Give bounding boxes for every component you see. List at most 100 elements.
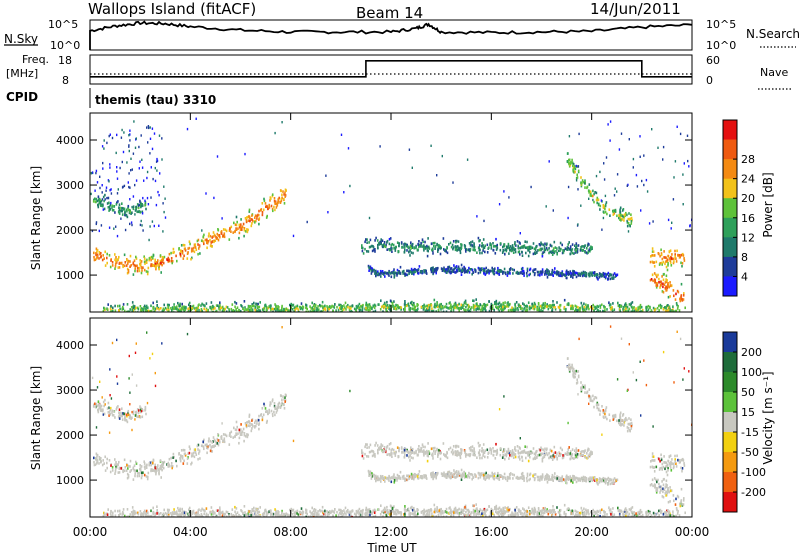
power-cell xyxy=(305,310,307,312)
velocity-cell xyxy=(140,519,142,522)
power-cell xyxy=(508,303,510,307)
power-cell xyxy=(676,307,679,310)
power-cell xyxy=(251,304,254,308)
power-cell xyxy=(112,306,114,310)
power-cell xyxy=(99,201,102,204)
velocity-cell xyxy=(124,418,126,422)
power-cell xyxy=(605,274,607,277)
velocity-cell xyxy=(243,432,246,435)
power-cell xyxy=(431,248,433,252)
power-cell xyxy=(223,232,226,235)
power-cell xyxy=(247,309,250,312)
power-cell xyxy=(102,195,105,199)
velocity-cell xyxy=(393,505,395,508)
freq-frame xyxy=(89,54,693,85)
velocity-cell xyxy=(384,507,386,510)
power-cell xyxy=(505,248,508,251)
power-cell xyxy=(599,304,601,308)
velocity-cell xyxy=(159,464,162,468)
velocity-cell xyxy=(628,512,631,516)
power-cell xyxy=(637,306,639,309)
power-cell xyxy=(277,309,279,312)
power-cell xyxy=(128,172,130,175)
power-cell xyxy=(172,247,175,251)
power-cell xyxy=(334,303,336,306)
velocity-cell xyxy=(247,424,250,427)
power-cell xyxy=(120,217,122,220)
velocity-cell xyxy=(478,510,480,513)
power-cell xyxy=(508,252,510,255)
power-cell xyxy=(148,238,150,242)
power-cell xyxy=(547,307,550,311)
power-cell xyxy=(659,286,661,289)
power-cell xyxy=(161,158,163,161)
power-cell xyxy=(213,305,215,309)
power-cell xyxy=(181,315,183,318)
power-cell xyxy=(491,307,494,311)
velocity-cell xyxy=(143,473,146,477)
power-cell xyxy=(668,285,670,289)
velocity-cell xyxy=(166,513,168,516)
power-cell xyxy=(523,306,526,310)
velocity-cell xyxy=(322,511,324,514)
power-cell xyxy=(586,186,588,190)
velocity-cell xyxy=(129,470,131,473)
velocity-cell xyxy=(143,462,146,465)
freq-label: Freq. xyxy=(22,53,49,66)
velocity-cell xyxy=(206,443,208,447)
velocity-cell xyxy=(323,512,325,516)
velocity-cell xyxy=(498,514,501,517)
power-cell xyxy=(567,216,569,220)
velocity-cell xyxy=(501,512,503,516)
power-cell xyxy=(667,264,669,267)
power-cell xyxy=(554,308,557,311)
power-cell xyxy=(611,277,613,280)
power-cell xyxy=(228,309,231,312)
power-cell xyxy=(541,252,544,256)
power-cell xyxy=(358,302,361,306)
power-cell xyxy=(140,314,142,317)
power-cell xyxy=(374,309,377,312)
power-cell xyxy=(632,166,634,169)
power-cell xyxy=(140,205,142,209)
power-cell xyxy=(625,307,627,310)
power-cell xyxy=(439,244,441,248)
power-cell xyxy=(542,270,544,274)
velocity-cell xyxy=(326,514,329,517)
power-cell xyxy=(580,301,583,305)
velocity-cell xyxy=(212,515,214,517)
power-cell xyxy=(135,264,137,268)
power-cell xyxy=(347,303,349,307)
power-cell xyxy=(498,270,501,273)
velocity-cell xyxy=(224,433,227,437)
power-cell xyxy=(497,302,500,306)
power-cell xyxy=(138,204,140,207)
velocity-cell xyxy=(662,513,665,516)
velocity-cell xyxy=(251,423,254,427)
velocity-cell xyxy=(200,509,202,512)
velocity-cell xyxy=(94,402,96,406)
power-cell xyxy=(545,247,548,250)
power-cell xyxy=(663,272,665,276)
velocity-cell xyxy=(246,435,249,439)
power-cell xyxy=(595,312,597,315)
power-cell xyxy=(319,303,321,307)
velocity-cell xyxy=(150,469,152,473)
power-cell xyxy=(570,274,572,277)
power-cell xyxy=(393,247,395,250)
power-cell xyxy=(664,281,667,284)
power-cell xyxy=(422,240,424,244)
power-cell xyxy=(289,303,291,307)
velocity-cell xyxy=(150,468,152,471)
velocity-cell xyxy=(148,463,150,467)
power-cell xyxy=(664,309,667,312)
power-cell xyxy=(375,236,377,240)
power-cell xyxy=(356,306,358,310)
power-cell xyxy=(368,266,370,269)
power-cell xyxy=(98,199,100,202)
power-cell xyxy=(618,148,621,151)
power-cell xyxy=(673,294,675,298)
velocity-cell xyxy=(238,428,241,432)
velocity-cell xyxy=(95,457,97,460)
power-cell xyxy=(523,307,525,311)
